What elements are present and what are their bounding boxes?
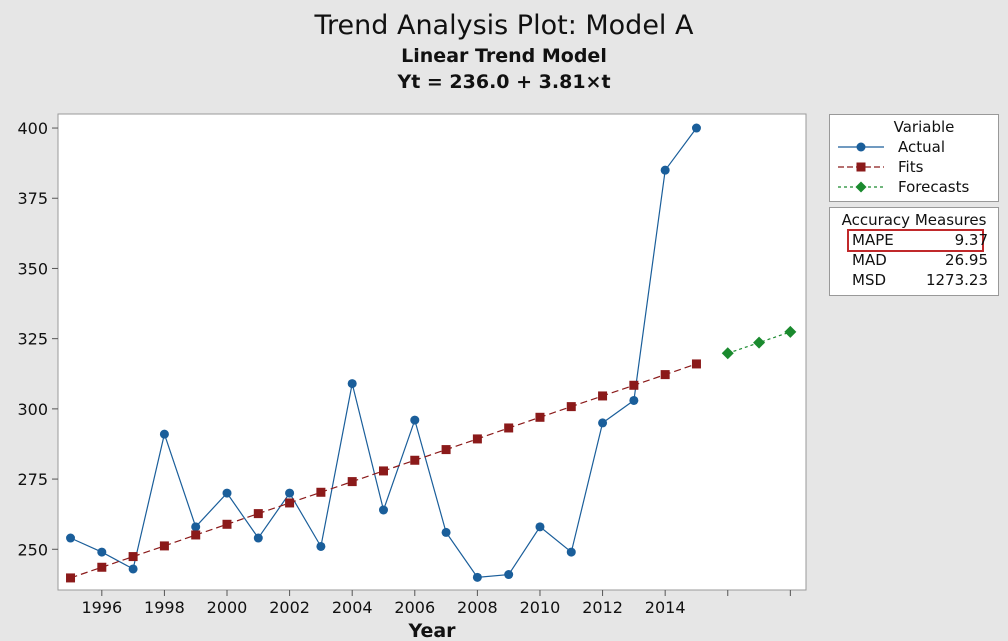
accuracy-name: MAPE: [852, 231, 894, 249]
data-point-actual: [535, 522, 545, 532]
legend-item-forecasts: Forecasts: [836, 177, 996, 197]
x-tick-label: 1998: [144, 598, 185, 617]
x-tick-label: 2002: [269, 598, 310, 617]
data-point-actual: [66, 533, 76, 543]
accuracy-row-msd: MSD 1273.23: [852, 271, 988, 291]
legend-swatch-forecasts: [838, 181, 884, 193]
data-point-fits: [441, 445, 451, 455]
accuracy-title: Accuracy Measures: [841, 211, 987, 229]
y-tick-label: 400: [17, 119, 48, 138]
mape-highlight-box: [847, 229, 984, 252]
chart-title: Trend Analysis Plot: Model A: [314, 10, 694, 41]
data-point-actual: [691, 123, 701, 133]
data-point-fits: [410, 455, 420, 465]
data-point-fits: [222, 519, 232, 529]
legend-item-actual: Actual: [836, 137, 996, 157]
data-point-actual: [191, 522, 201, 532]
data-point-fits: [472, 434, 482, 444]
y-axis: 250 275 300 325 350 375 400: [17, 119, 58, 559]
data-point-actual: [253, 533, 263, 543]
accuracy-name: MSD: [852, 271, 887, 289]
data-point-fits: [691, 359, 701, 369]
x-tick-label: 2010: [520, 598, 561, 617]
x-tick-label: 2000: [207, 598, 248, 617]
legend-label-forecasts: Forecasts: [898, 178, 970, 196]
data-point-actual: [316, 541, 326, 551]
x-tick-label: 2014: [645, 598, 686, 617]
data-point-fits: [504, 423, 514, 433]
accuracy-name: MAD: [852, 251, 887, 269]
data-point-fits: [66, 573, 76, 583]
y-tick-label: 350: [17, 259, 48, 278]
accuracy-row-mape: MAPE 9.37: [852, 231, 988, 251]
data-point-fits: [378, 466, 388, 476]
y-tick-label: 300: [17, 400, 48, 419]
y-tick-label: 325: [17, 330, 48, 349]
data-point-actual: [128, 564, 138, 574]
data-point-fits: [316, 487, 326, 497]
data-point-actual: [159, 429, 169, 439]
series-line-forecasts: [727, 331, 791, 354]
series-forecasts: [721, 325, 797, 360]
y-tick-label: 375: [17, 189, 48, 208]
x-tick-label: 1996: [81, 598, 122, 617]
legend-swatch-fits: [838, 162, 884, 172]
data-point-actual: [410, 415, 420, 425]
data-point-fits: [128, 552, 138, 562]
y-tick-label: 275: [17, 470, 48, 489]
data-point-actual: [566, 547, 576, 557]
chart-subtitle: Linear Trend Model: [401, 45, 607, 67]
data-point-forecasts: [784, 325, 797, 338]
data-point-actual: [472, 572, 482, 582]
data-point-actual: [598, 418, 608, 428]
legend-item-fits: Fits: [836, 157, 996, 177]
x-axis-label: Year: [407, 620, 456, 641]
data-point-fits: [285, 498, 295, 508]
data-point-fits: [535, 412, 545, 422]
trend-equation: Yt = 236.0 + 3.81×t: [397, 71, 611, 93]
data-point-actual: [222, 488, 232, 498]
x-tick-label: 2008: [457, 598, 498, 617]
data-point-actual: [504, 570, 514, 580]
data-point-fits: [253, 509, 263, 519]
accuracy-measures: Accuracy Measures MAPE 9.37 MAD 26.95 MS…: [829, 207, 999, 296]
legend: Variable Actual Fits Forecasts: [829, 114, 999, 202]
data-point-actual: [378, 505, 388, 515]
series-layer: [66, 123, 797, 583]
series-fits: [66, 359, 701, 583]
data-point-forecasts: [753, 336, 766, 349]
data-point-fits: [347, 477, 357, 487]
data-point-actual: [660, 165, 670, 175]
data-point-actual: [285, 488, 295, 498]
data-point-actual: [629, 395, 639, 405]
data-point-fits: [159, 541, 169, 551]
x-axis: 1996 1998 2000 2002 2004 2006 2008 2010 2012 2014: [81, 590, 791, 617]
x-tick-label: 2004: [332, 598, 373, 617]
data-point-fits: [191, 530, 201, 540]
accuracy-value: 1273.23: [925, 271, 988, 289]
accuracy-value: 26.95: [945, 251, 988, 269]
x-tick-label: 2012: [582, 598, 623, 617]
accuracy-value: 9.37: [954, 231, 988, 249]
y-tick-label: 250: [17, 540, 48, 559]
data-point-actual: [347, 379, 357, 389]
data-point-fits: [97, 562, 107, 572]
data-point-fits: [598, 391, 608, 401]
data-point-actual: [441, 527, 451, 537]
legend-swatch-actual: [838, 142, 884, 152]
plot-area: [57, 113, 807, 591]
legend-label-fits: Fits: [898, 158, 924, 176]
data-point-actual: [97, 547, 107, 557]
x-tick-label: 2006: [394, 598, 435, 617]
data-point-fits: [566, 402, 576, 412]
data-point-fits: [660, 370, 670, 380]
legend-title: Variable: [893, 118, 955, 136]
data-point-fits: [629, 380, 639, 390]
accuracy-row-mad: MAD 26.95: [852, 251, 988, 271]
data-point-forecasts: [721, 347, 734, 360]
series-actual: [66, 123, 701, 582]
legend-label-actual: Actual: [898, 138, 945, 156]
